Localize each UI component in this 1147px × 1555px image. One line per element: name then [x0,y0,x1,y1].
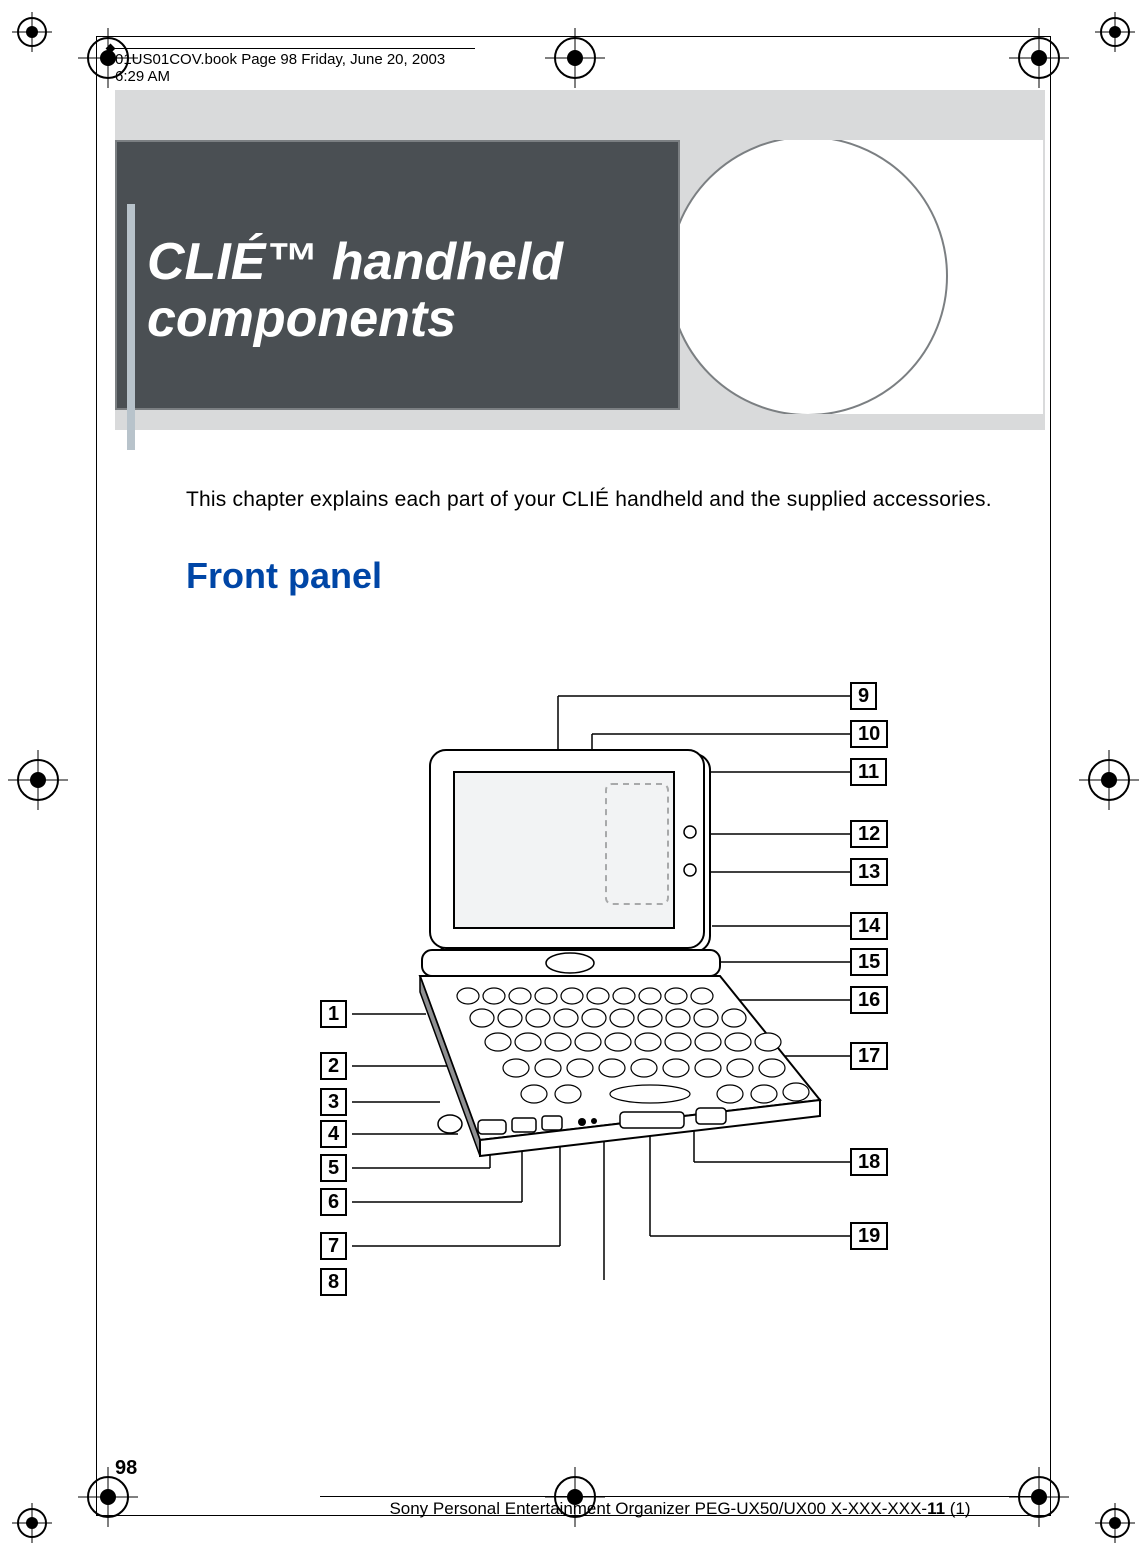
page-number: 98 [115,1457,137,1480]
callout-5: 5 [320,1154,347,1182]
section-title: Front panel [186,555,382,597]
callout-10: 10 [850,720,888,748]
callout-3: 3 [320,1088,347,1116]
device-illustration [370,740,830,1180]
crop-mark-tr [1095,12,1135,52]
callout-17: 17 [850,1042,888,1070]
callout-19: 19 [850,1222,888,1250]
crop-mark-tl [12,12,52,52]
callout-14: 14 [850,912,888,940]
title-dark-box: CLIÉ™ handheld components [115,140,680,410]
callout-4: 4 [320,1120,347,1148]
callout-18: 18 [850,1148,888,1176]
callout-1: 1 [320,1000,347,1028]
registration-mark [1079,750,1139,810]
crop-mark-bl [12,1503,52,1543]
accent-bar [127,204,135,450]
callout-11: 11 [850,758,887,786]
callout-15: 15 [850,948,888,976]
running-head: 01US01COV.book Page 98 Friday, June 20, … [115,48,475,85]
intro-text: This chapter explains each part of your … [186,488,992,512]
callout-7: 7 [320,1232,347,1260]
callout-13: 13 [850,858,888,886]
chapter-title-line1: CLIÉ™ handheld [147,233,563,291]
front-panel-diagram: 12345678910111213141516171819 [260,660,960,1280]
footer-bold: 11 [927,1499,945,1518]
registration-mark [8,750,68,810]
chapter-title-line2: components [147,290,456,348]
callout-6: 6 [320,1188,347,1216]
chapter-title-block: CLIÉ™ handheld components [115,90,1045,430]
footer-line: Sony Personal Entertainment Organizer PE… [320,1496,1040,1519]
callout-16: 16 [850,986,888,1014]
callout-8: 8 [320,1268,347,1296]
footer-prefix: Sony Personal Entertainment Organizer PE… [389,1499,927,1518]
title-curve [678,140,1043,414]
callout-9: 9 [850,682,877,710]
footer-suffix: (1) [945,1499,971,1518]
chapter-title: CLIÉ™ handheld components [147,234,563,348]
callout-2: 2 [320,1052,347,1080]
crop-mark-br [1095,1503,1135,1543]
callout-12: 12 [850,820,888,848]
